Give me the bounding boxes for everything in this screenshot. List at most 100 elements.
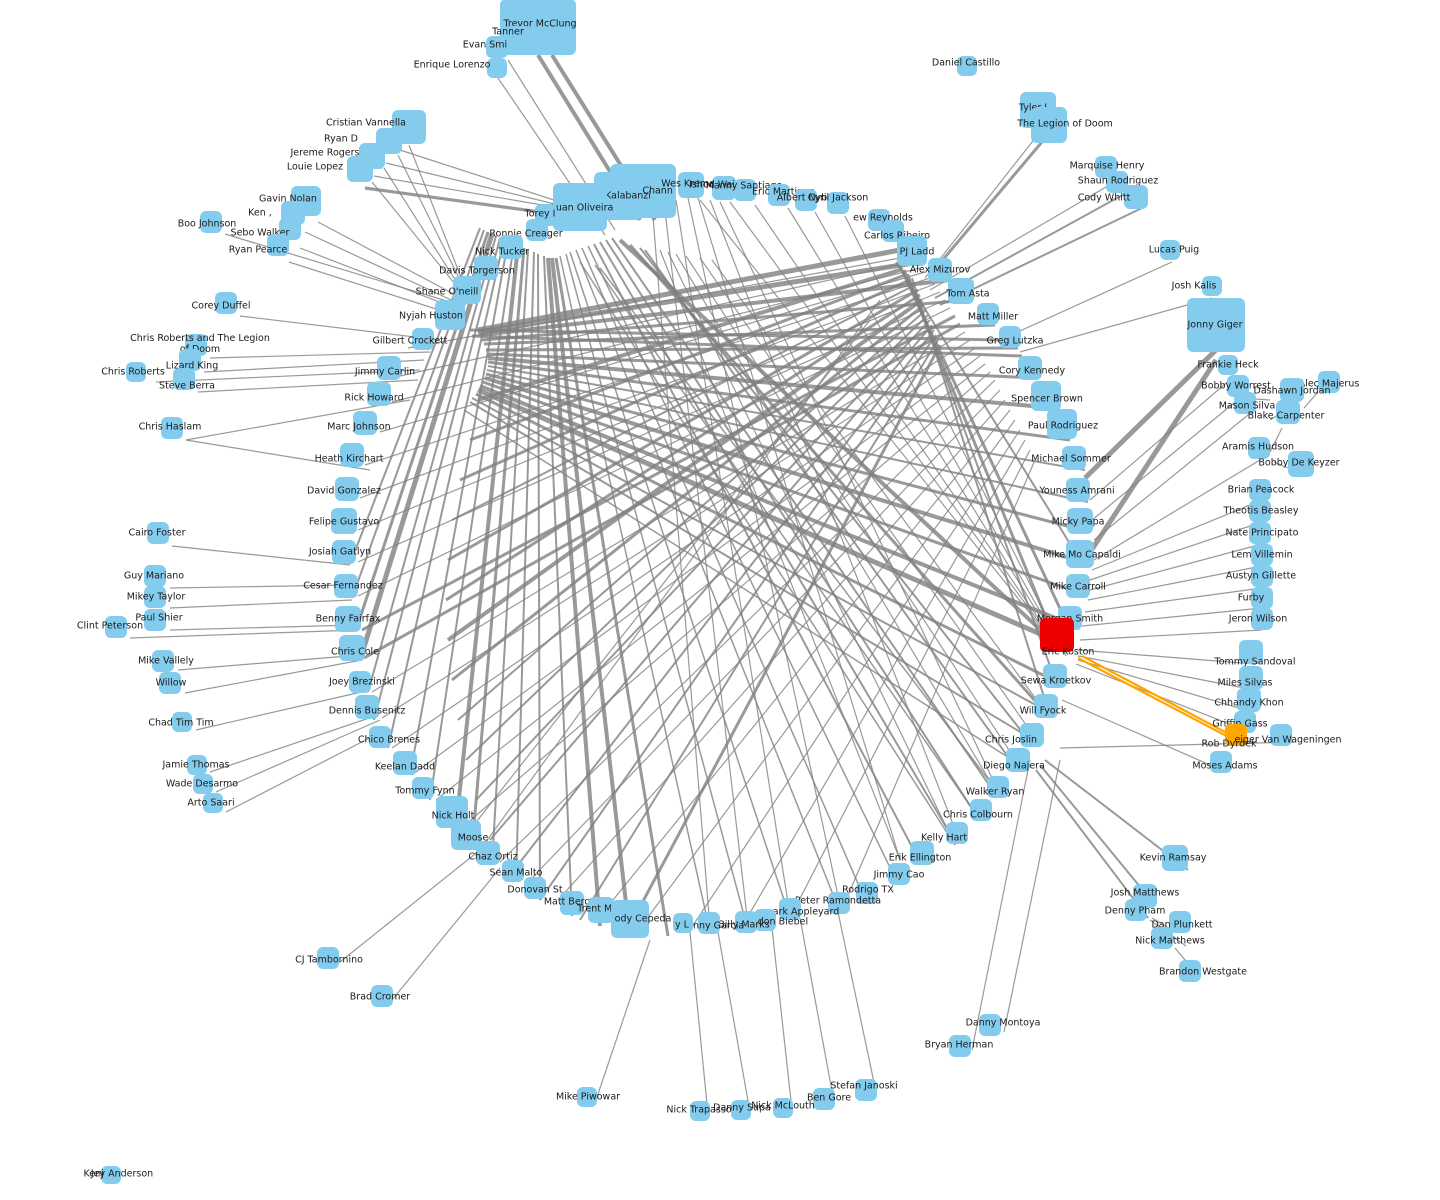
graph-node-mike-vallely[interactable] bbox=[152, 650, 174, 672]
graph-node-chaz-ortiz[interactable] bbox=[476, 841, 500, 865]
graph-node-danny-garcia[interactable] bbox=[698, 912, 720, 934]
graph-node-wes-kremer[interactable] bbox=[678, 172, 704, 198]
graph-node-daniel-castillo[interactable] bbox=[957, 56, 977, 76]
graph-node-legion-of-doom[interactable] bbox=[1031, 107, 1067, 143]
graph-node-rick-howard[interactable] bbox=[367, 382, 391, 406]
graph-node-diego-najera[interactable] bbox=[1006, 748, 1030, 772]
graph-node-corey-duffel[interactable] bbox=[215, 292, 237, 314]
graph-node-felipe-gustavo[interactable] bbox=[331, 508, 357, 534]
graph-node-nate-principato[interactable] bbox=[1249, 522, 1271, 544]
graph-node-alex-mizurov[interactable] bbox=[928, 258, 952, 282]
graph-node-brad-cromer[interactable] bbox=[371, 985, 393, 1007]
graph-node-chhandy-khon[interactable] bbox=[1237, 688, 1261, 712]
graph-node-donovan-strain[interactable] bbox=[524, 877, 546, 899]
graph-node-micky-papa[interactable] bbox=[1067, 508, 1093, 534]
graph-node-evan-smith[interactable] bbox=[486, 36, 508, 58]
graph-node-jey-anderson[interactable] bbox=[103, 1166, 121, 1184]
graph-node-alec-majerus[interactable] bbox=[1318, 371, 1340, 393]
graph-node-ronnie-creager[interactable] bbox=[526, 219, 548, 241]
graph-node-paul-shier[interactable] bbox=[144, 609, 166, 631]
graph-node-eric-martinez[interactable] bbox=[768, 184, 790, 206]
graph-node-rob-dyrdek[interactable] bbox=[1225, 724, 1247, 746]
graph-node-arto-saari[interactable] bbox=[203, 793, 223, 813]
graph-node-jamie-thomas[interactable] bbox=[187, 755, 207, 775]
graph-node-boo-johnson[interactable] bbox=[200, 211, 222, 233]
graph-node-manny-santiago[interactable] bbox=[734, 179, 756, 201]
graph-node-tanner[interactable] bbox=[507, 26, 531, 50]
graph-node-youness-amrani[interactable] bbox=[1066, 478, 1090, 502]
graph-node-blake-carpenter[interactable] bbox=[1276, 400, 1300, 424]
graph-node-benny-fairfax[interactable] bbox=[335, 606, 361, 632]
graph-node-cj-tambornino[interactable] bbox=[317, 947, 339, 969]
graph-node-dennis-busenitz[interactable] bbox=[355, 695, 379, 719]
graph-node-enrique-lorenzo[interactable] bbox=[487, 58, 507, 78]
graph-node-chad-tim-tim[interactable] bbox=[172, 712, 192, 732]
graph-node-steve-berra[interactable] bbox=[173, 368, 195, 390]
graph-node-mike-carroll[interactable] bbox=[1066, 574, 1090, 598]
graph-node-david-gonzalez[interactable] bbox=[335, 477, 359, 501]
graph-node-ishod-wair[interactable] bbox=[712, 176, 736, 200]
graph-node-mark-appleyard[interactable] bbox=[779, 898, 801, 920]
graph-node-frankie-heck[interactable] bbox=[1218, 355, 1238, 375]
graph-node-nick-matthews[interactable] bbox=[1151, 927, 1173, 949]
graph-node-peter-ramondetta[interactable] bbox=[828, 892, 850, 914]
graph-node-theotis-beasley[interactable] bbox=[1249, 500, 1271, 522]
graph-node-dan-plunkett[interactable] bbox=[1169, 911, 1191, 933]
graph-node-cairo-foster[interactable] bbox=[147, 522, 169, 544]
graph-node-marc-johnson[interactable] bbox=[353, 411, 377, 435]
graph-node-gilbert-crockett[interactable] bbox=[412, 328, 434, 350]
graph-node-chris-cole[interactable] bbox=[339, 635, 365, 661]
graph-node-eric-koston[interactable] bbox=[1040, 618, 1074, 652]
graph-node-ryan-pearce[interactable] bbox=[267, 234, 289, 256]
graph-node-walker-ryan[interactable] bbox=[987, 776, 1009, 798]
graph-node-tommy-fynn[interactable] bbox=[412, 777, 434, 799]
graph-node-nick-mclouth[interactable] bbox=[773, 1098, 793, 1118]
graph-node-louie-lopez[interactable] bbox=[347, 156, 373, 182]
graph-node-sewa-kroetkov[interactable] bbox=[1043, 664, 1067, 688]
graph-node-billy-marks[interactable] bbox=[735, 911, 757, 933]
graph-node-jy-lee[interactable] bbox=[673, 913, 693, 933]
graph-node-aramis-hudson[interactable] bbox=[1248, 437, 1270, 459]
graph-node-chris-colbourn[interactable] bbox=[970, 799, 992, 821]
graph-node-lizard-king[interactable] bbox=[179, 349, 201, 371]
graph-node-spencer-brown[interactable] bbox=[1031, 381, 1061, 411]
graph-node-lem-villemin[interactable] bbox=[1251, 544, 1273, 566]
graph-node-joey-brezinski[interactable] bbox=[349, 671, 371, 693]
graph-node-jimmy-cao[interactable] bbox=[888, 863, 910, 885]
graph-node-denny-pham[interactable] bbox=[1125, 899, 1147, 921]
graph-node-cory-kennedy[interactable] bbox=[1018, 356, 1042, 380]
graph-node-mike-piwowar[interactable] bbox=[577, 1087, 597, 1107]
graph-node-bobby-worrest[interactable] bbox=[1227, 375, 1249, 397]
graph-node-nyjah-huston[interactable] bbox=[435, 300, 465, 330]
graph-node-nick-trapasso[interactable] bbox=[690, 1101, 710, 1121]
graph-node-clint-peterson[interactable] bbox=[105, 616, 127, 638]
graph-node-erik-ellington[interactable] bbox=[910, 841, 934, 865]
graph-node-albert-nyberg[interactable] bbox=[795, 189, 817, 211]
graph-node-dashawn-jordan[interactable] bbox=[1280, 378, 1304, 402]
graph-node-josiah-gatlyn[interactable] bbox=[332, 540, 356, 564]
graph-node-danny-supa[interactable] bbox=[731, 1100, 751, 1120]
graph-node-cody-whitt[interactable] bbox=[1124, 185, 1148, 209]
graph-node-will-fyock[interactable] bbox=[1034, 694, 1058, 718]
graph-node-sean-malto[interactable] bbox=[502, 860, 524, 882]
graph-node-kelly-hart[interactable] bbox=[946, 822, 968, 844]
graph-node-wade-desarmo[interactable] bbox=[193, 774, 213, 794]
graph-node-matt-berger[interactable] bbox=[560, 891, 584, 915]
graph-node-kevin-ramsay[interactable] bbox=[1162, 845, 1188, 871]
graph-node-rodrigo-tx[interactable] bbox=[856, 882, 878, 904]
graph-node-cesar-fernandez[interactable] bbox=[334, 574, 358, 598]
graph-node-nick-tucker[interactable] bbox=[499, 235, 523, 259]
graph-node-jeron-wilson[interactable] bbox=[1251, 608, 1273, 630]
graph-node-stefan-janoski[interactable] bbox=[855, 1079, 877, 1101]
graph-node-moses-adams[interactable] bbox=[1210, 751, 1232, 773]
graph-node-paul-rodriguez[interactable] bbox=[1047, 409, 1077, 439]
graph-node-chico-brenes[interactable] bbox=[369, 726, 391, 748]
graph-node-miles-silvas[interactable] bbox=[1239, 666, 1263, 690]
graph-node-cody-cepeda[interactable] bbox=[611, 900, 649, 938]
graph-node-brandon-biebel[interactable] bbox=[754, 909, 776, 931]
graph-node-guy-mariano[interactable] bbox=[144, 565, 166, 587]
graph-node-austyn-gillette[interactable] bbox=[1251, 565, 1273, 587]
graph-node-brandon-westgate[interactable] bbox=[1179, 960, 1201, 982]
graph-node-bryan-herman[interactable] bbox=[949, 1035, 971, 1057]
